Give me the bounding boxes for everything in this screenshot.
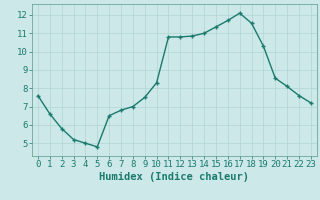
X-axis label: Humidex (Indice chaleur): Humidex (Indice chaleur) <box>100 172 249 182</box>
